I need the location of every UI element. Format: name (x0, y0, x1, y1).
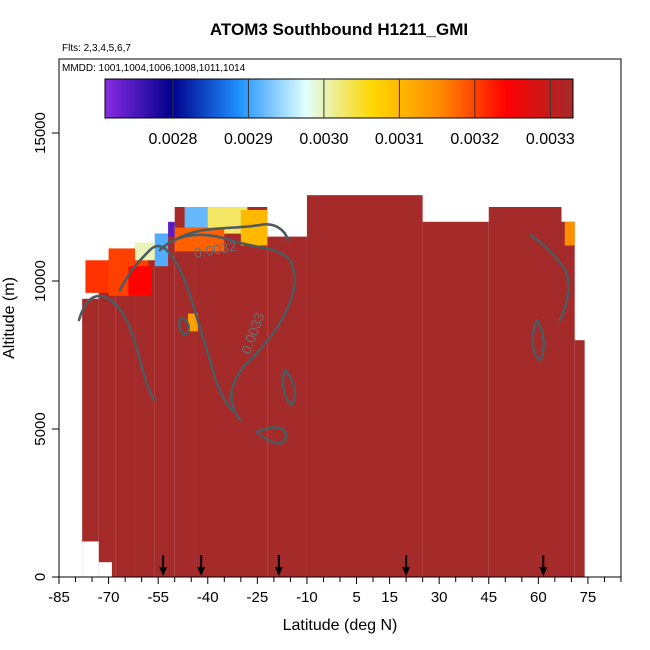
dates-note: MMDD: 1001,1004,1006,1008,1011,1014 (62, 63, 246, 74)
x-tick-label: 15 (381, 589, 398, 606)
x-tick-label: -55 (147, 589, 169, 606)
x-axis: -85 -70 -55 -40 -25 -10 5 15 30 45 60 75 (48, 577, 622, 606)
colorbar-gradient (104, 78, 574, 119)
colorbar-tick-label: 0.0029 (224, 131, 273, 148)
contour-line (281, 368, 297, 407)
x-tick-label: 5 (352, 589, 360, 606)
x-axis-label: Latitude (deg N) (283, 617, 398, 634)
flights-note: Flts: 2,3,4,5,6,7 (62, 43, 131, 54)
field-strip (422, 221, 489, 578)
profile-arrow (274, 555, 283, 576)
contour-label: 0.0032 (193, 238, 238, 261)
profile-arrow (402, 555, 411, 576)
x-tick-label: -40 (197, 589, 219, 606)
field-layer (82, 195, 585, 578)
field-strip (267, 236, 307, 577)
x-tick-label: -85 (48, 589, 70, 606)
field-gap (98, 562, 112, 577)
colorbar-tick-label: 0.0030 (299, 131, 348, 148)
field-feature (128, 266, 152, 296)
field-strip (574, 340, 585, 577)
y-axis: 0 5000 10000 15000 (32, 112, 59, 581)
field-strip (135, 251, 155, 577)
field-feature (135, 242, 155, 261)
contour-line (118, 244, 234, 412)
y-tick-label: 5000 (32, 412, 49, 445)
x-tick-label: 45 (480, 589, 497, 606)
contour-line (255, 426, 288, 445)
x-tick-label: 75 (580, 589, 597, 606)
profile-arrows (159, 555, 548, 576)
y-tick-label: 10000 (32, 260, 49, 302)
field-feature (187, 313, 198, 332)
x-tick-label: 60 (530, 589, 547, 606)
field-gap (82, 541, 99, 577)
field-feature (564, 221, 575, 246)
colorbar-tick-label: 0.0031 (375, 131, 424, 148)
field-strip (115, 275, 136, 577)
field-strip (174, 207, 195, 577)
contour-line (528, 233, 570, 322)
chart-title: ATOM3 Southbound H1211_GMI (210, 20, 468, 39)
profile-arrow (159, 555, 168, 576)
contour-line (158, 233, 296, 422)
colorbar-tick-label: 0.0033 (526, 131, 575, 148)
colorbar-tick-label: 0.0028 (148, 131, 197, 148)
contour-line (178, 316, 190, 336)
x-tick-label: -25 (247, 589, 269, 606)
contour-line (173, 223, 290, 242)
field-strip (154, 233, 175, 577)
y-tick-label: 15000 (32, 112, 49, 154)
x-tick-label: -10 (296, 589, 318, 606)
colorbar-tick-label: 0.0032 (450, 131, 499, 148)
y-tick-label: 0 (32, 573, 49, 581)
x-tick-label: 30 (431, 589, 448, 606)
contour-line (531, 318, 546, 362)
colorbar: 0.0028 0.0029 0.0030 0.0031 0.0032 0.0033 (104, 78, 575, 148)
contour-line (77, 294, 157, 402)
profile-arrow (539, 555, 548, 576)
y-axis-label: Altitude (m) (1, 277, 18, 359)
field-strip (82, 298, 99, 577)
field-strip (306, 195, 423, 577)
field-strip (488, 207, 562, 577)
field-strip (98, 281, 116, 577)
x-tick-label: -70 (98, 589, 120, 606)
field-feature (168, 221, 175, 237)
profile-arrow (197, 555, 206, 576)
